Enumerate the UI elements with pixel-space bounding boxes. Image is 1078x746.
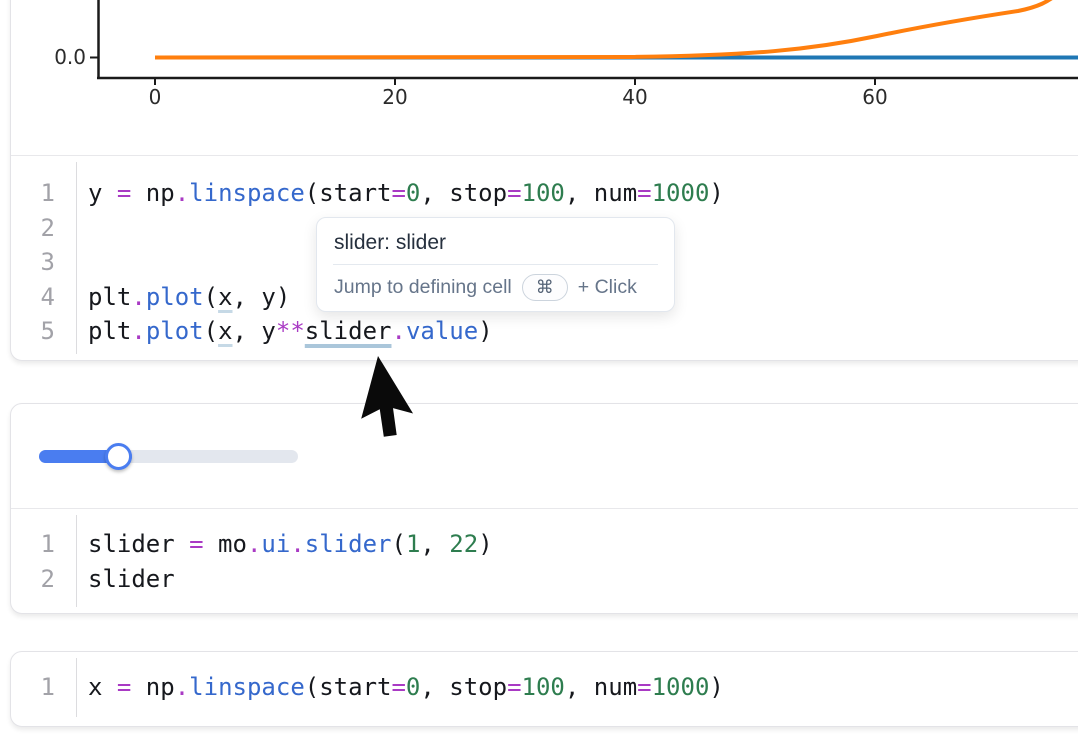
line-number: 2 [40,213,55,242]
line-series-orange [154,0,1053,60]
tooltip-action-label: Jump to defining cell [334,276,512,298]
cursor-arrow-icon [361,356,414,437]
cell-output-slider [11,404,1078,509]
line-number: 1 [40,530,55,558]
code-line[interactable]: 1 y = np.linspace(start=0, stop=100, num=… [11,176,1078,211]
gutter-divider [76,515,77,607]
variable-hover-tooltip: slider: slider Jump to defining cell ⌘ +… [316,217,675,312]
code-editor-slider[interactable]: 1 slider = mo.ui.slider(1, 22) 2 slider [11,509,1078,615]
slider-track[interactable] [39,443,298,470]
code-text[interactable]: plt.plot(x, y) [88,282,291,311]
notebook-cell-x[interactable]: 1 x = np.linspace(start=0, stop=100, num=… [10,651,1078,727]
matplotlib-figure: 0.0 0 20 40 60 [54,0,1078,109]
line-number: 2 [40,564,55,593]
cell-output-chart [11,0,1078,156]
code-line[interactable]: 1 slider = mo.ui.slider(1, 22) [11,527,1078,562]
command-key-icon: ⌘ [521,274,568,301]
code-line[interactable]: 5 plt.plot(x, y**slider.value) [11,314,1078,349]
tooltip-click-hint: + Click [577,276,637,298]
x-tick-label: 0 [149,85,162,109]
code-text[interactable]: slider [88,564,175,593]
code-line[interactable]: 4 plt.plot(x, y) [11,280,1078,315]
line-number: 1 [40,673,55,701]
code-editor-x[interactable]: 1 x = np.linspace(start=0, stop=100, num=… [11,652,1078,725]
code-editor-plot[interactable]: 1 y = np.linspace(start=0, stop=100, num=… [11,156,1078,362]
x-tick-label: 20 [382,85,407,109]
code-line[interactable]: 1 x = np.linspace(start=0, stop=100, num=… [11,670,1078,705]
line-number: 3 [40,248,55,276]
gutter-divider [76,162,77,354]
tooltip-title: slider: slider [334,231,447,254]
code-text[interactable]: x = np.linspace(start=0, stop=100, num=1… [88,673,724,701]
code-line[interactable]: 2 slider [11,562,1078,597]
line-number: 5 [40,317,55,345]
code-line[interactable]: 2 [11,211,1078,246]
x-tick-group: 0 20 40 60 [149,78,888,109]
line-number: 4 [40,282,55,311]
notebook-cell-slider[interactable]: 1 slider = mo.ui.slider(1, 22) 2 slider [10,403,1078,614]
code-text[interactable]: y = np.linspace(start=0, stop=100, num=1… [88,179,724,207]
code-text[interactable]: plt.plot(x, y**slider.value) [88,317,493,345]
y-tick-label: 0.0 [54,45,86,69]
code-line[interactable]: 3 [11,245,1078,280]
x-tick-label: 60 [862,85,887,109]
line-number: 1 [40,179,55,207]
tooltip-divider [333,264,658,265]
slider-thumb[interactable] [105,443,132,470]
gutter-divider [76,658,77,717]
x-tick-label: 40 [622,85,647,109]
code-text[interactable]: slider = mo.ui.slider(1, 22) [88,530,493,558]
